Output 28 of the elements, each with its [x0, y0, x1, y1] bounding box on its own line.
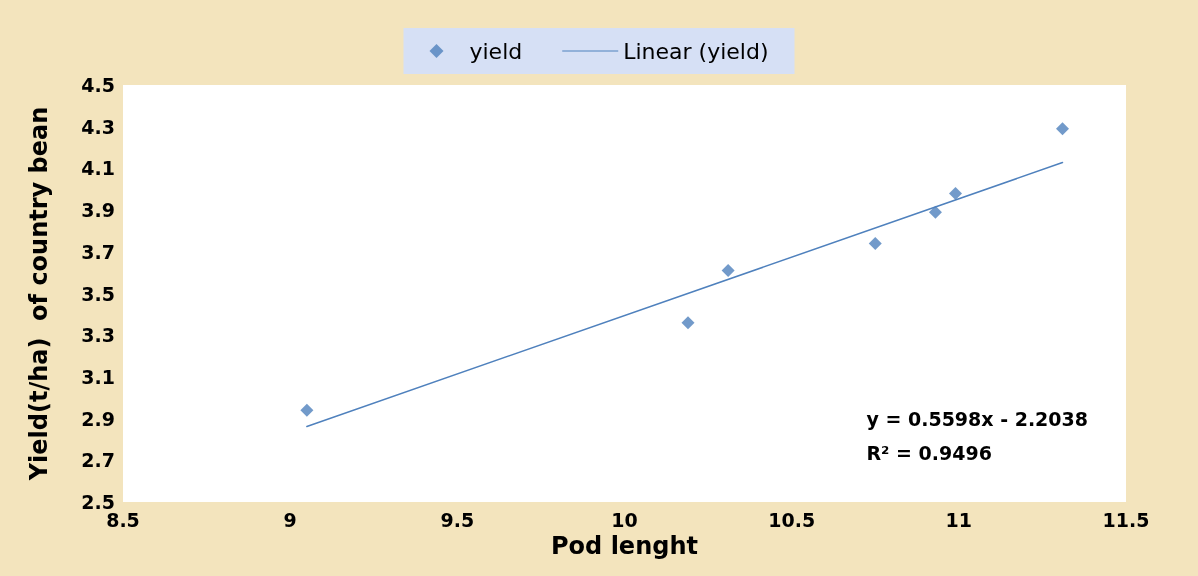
point: [1055, 122, 1069, 136]
y-axis-title: Yield(t/ha) of country bean: [25, 106, 53, 482]
y-tick-label: 4.1: [81, 157, 115, 180]
x-axis-title: Pod lenght: [551, 532, 698, 560]
y-tick-label: 2.9: [81, 407, 115, 430]
y-tick-label: 3.9: [81, 199, 115, 222]
x-tick-label: 9.5: [440, 508, 475, 531]
y-tick-label: 4.3: [81, 115, 115, 138]
y-tick-label: 2.7: [81, 449, 115, 472]
point: [928, 205, 942, 219]
y-tick-label: 4.5: [81, 74, 115, 96]
y-tick-label: 3.7: [81, 240, 115, 263]
x-tick-label: 11: [945, 508, 973, 531]
annotation: y = 0.5598x - 2.2038 R² = 0.9496: [866, 408, 1088, 464]
x-tick-label: 11.5: [1102, 508, 1150, 531]
point: [948, 186, 962, 200]
point: [300, 403, 314, 417]
point: [721, 264, 735, 278]
legend-label: yield: [469, 38, 523, 64]
x-tick-label: 10: [611, 508, 638, 531]
y-tick-label: 3.5: [81, 282, 115, 305]
point: [681, 316, 695, 330]
x-tick-label: 9: [283, 508, 297, 531]
point: [868, 236, 882, 250]
legend-label: Linear (yield): [623, 38, 769, 64]
y-tick-label: 3.3: [81, 324, 115, 347]
x-tick-label: 10.5: [768, 508, 816, 531]
y-tick-label: 3.1: [81, 365, 115, 388]
